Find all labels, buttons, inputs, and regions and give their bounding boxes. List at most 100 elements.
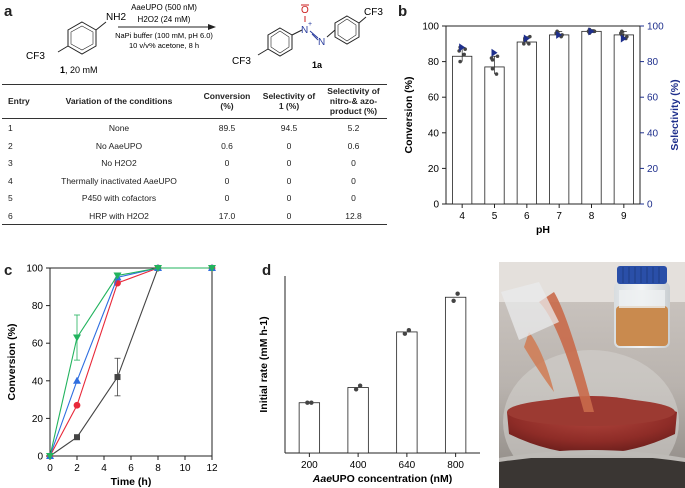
cell-entry: 4 (8, 175, 13, 186)
selectivity-marker (491, 48, 498, 57)
y-tick-label: 0 (433, 200, 439, 211)
panel-letter-a: a (4, 3, 13, 20)
series-line (49, 267, 212, 457)
table-row: 6 HRP with H2O2 17.0 0 12.8 (2, 207, 387, 225)
header-variation: Variation of the conditions (65, 95, 173, 106)
x-tick-label: 7 (556, 211, 562, 222)
data-point (490, 66, 495, 71)
reactant-n-bond (95, 21, 107, 31)
y2-tick-label: 80 (647, 57, 659, 68)
reaction-arrowhead (208, 24, 216, 30)
data-point (458, 59, 462, 64)
plot-frame (445, 25, 641, 205)
y-tick-label: 20 (32, 414, 44, 425)
x-tick-label: 640 (399, 460, 416, 471)
reactant-label: 1, 20 mM (60, 65, 98, 75)
x-tick-label: 4 (459, 211, 465, 222)
reactant-cf3: CF3 (26, 51, 45, 62)
cell-conversion: 0 (224, 193, 230, 204)
cell-conversion: 89.5 (218, 123, 236, 134)
product-cf3-right: CF3 (364, 7, 383, 18)
cell-side: 0.6 (347, 140, 360, 151)
x-tick-label: 2 (74, 463, 80, 474)
bath-rim (499, 450, 685, 462)
y2-tick-label: 40 (647, 128, 659, 139)
x-tick-label: 12 (206, 463, 218, 474)
rate-bar (347, 387, 369, 454)
cell-selectivity: 0 (286, 210, 292, 221)
header-side-products: Selectivity of nitro-& azo-product (%) (327, 86, 380, 116)
x-tick-label: 6 (128, 463, 134, 474)
x-axis-label: pH (536, 224, 550, 236)
series-line (49, 267, 212, 457)
cell-entry: 2 (8, 140, 13, 151)
data-point (305, 400, 310, 405)
cell-entry: 1 (8, 123, 13, 134)
flask-neck (501, 282, 559, 340)
product-oxide: O (301, 5, 309, 16)
table-row: 1 None 89.5 94.5 5.2 (2, 119, 387, 137)
product-nn-bond (309, 30, 319, 39)
rate-bar (396, 331, 418, 454)
product-cf3-left: CF3 (232, 56, 251, 67)
data-point (489, 56, 494, 60)
cond-enzyme: AaeUPO (500 nM) (131, 3, 197, 12)
cell-entry: 5 (8, 193, 13, 204)
x-tick-label: 400 (350, 460, 367, 471)
product-n-plus: + (308, 21, 312, 28)
data-point (406, 327, 412, 333)
cell-selectivity: 0 (286, 140, 292, 151)
data-point (46, 453, 54, 460)
cell-variation: No H2O2 (101, 158, 137, 169)
cell-variation: HRP with H2O2 (89, 210, 149, 221)
data-point (357, 383, 363, 388)
product-ring-right-inner (337, 18, 357, 42)
data-point (528, 34, 532, 39)
data-point (73, 376, 81, 384)
data-point (208, 265, 216, 272)
plot-frame (49, 267, 213, 457)
y-axis-label: Conversion (%) (6, 323, 18, 400)
cell-entry: 6 (8, 210, 13, 221)
product-bond-n2 (326, 29, 336, 38)
y-tick-label: 80 (32, 301, 44, 312)
x-tick-label: 10 (179, 463, 191, 474)
cond-peroxide: H2O2 (24 mM) (138, 15, 191, 24)
x-tick-label: 200 (301, 460, 318, 471)
data-point (522, 42, 526, 46)
panel-letter-c: c (4, 262, 13, 279)
selectivity-marker (459, 43, 466, 52)
y2-tick-label: 100 (647, 22, 664, 33)
selectivity-marker (556, 30, 563, 39)
cell-conversion: 0 (224, 158, 230, 169)
header-selectivity: Selectivity of 1 (%) (262, 90, 316, 111)
flask-photo (499, 262, 685, 488)
product-n2: N (318, 37, 325, 48)
data-point (527, 42, 531, 46)
y-tick-label: 40 (428, 128, 440, 139)
data-point (495, 54, 500, 59)
jar-cap-ridges (622, 267, 660, 283)
header-conversion: Conversion (%) (203, 90, 251, 111)
conversion-bar (484, 66, 505, 205)
data-point (451, 298, 456, 303)
series-line (49, 267, 212, 457)
data-point (309, 400, 314, 405)
cell-side: 0 (351, 175, 356, 186)
flask-wall-residue-2 (524, 332, 554, 392)
cell-side: 12.8 (345, 210, 362, 221)
x-tick-label: 0 (47, 463, 53, 474)
cell-variation: P450 with cofactors (81, 193, 157, 204)
cell-conversion: 17.0 (218, 210, 236, 221)
header-entry: Entry (8, 95, 30, 106)
cell-entry: 3 (8, 158, 13, 169)
table-row: 3 No H2O2 0 0 0 (2, 154, 387, 172)
data-point (113, 272, 122, 280)
reactant-ring (67, 21, 97, 55)
cell-conversion: 0 (224, 175, 230, 186)
data-point (73, 401, 81, 409)
table-row: 5 P450 with cofactors 0 0 0 (2, 189, 387, 207)
reactant-ring-inner (70, 25, 94, 51)
product-ring-right (334, 15, 360, 45)
